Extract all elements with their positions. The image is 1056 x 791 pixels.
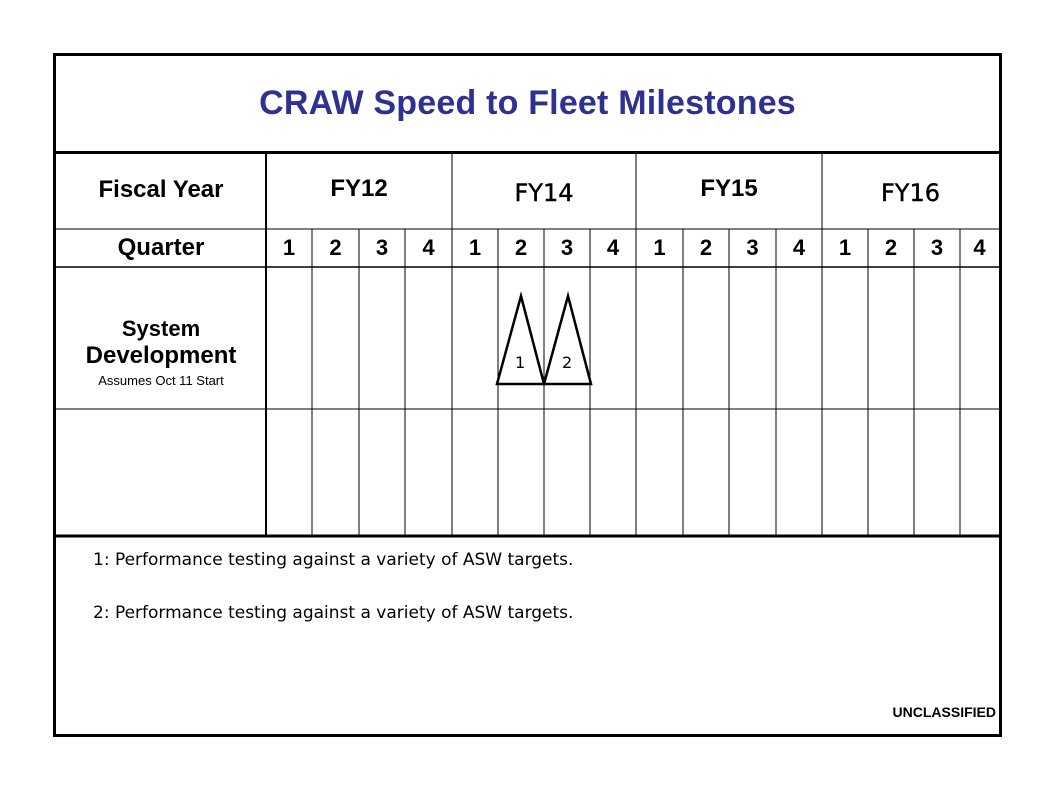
quarter-label: 1	[653, 235, 666, 260]
milestone-2-label: 2	[562, 353, 573, 372]
quarter-label: 1	[838, 235, 852, 260]
quarter-label: 2	[699, 235, 713, 260]
note-1: 1: Performance testing against a variety…	[93, 550, 574, 570]
quarter-label: 3	[930, 235, 944, 260]
milestone-1-label: 1	[515, 353, 526, 372]
fy12-label: FY12	[330, 175, 388, 202]
quarter-header: Quarter	[117, 234, 205, 261]
milestone-1-triangle-icon	[495, 291, 546, 386]
quarter-label: 2	[514, 235, 528, 260]
quarter-label: 2	[329, 235, 342, 260]
quarter-label: 3	[560, 235, 574, 260]
schedule-grid	[56, 151, 999, 538]
quarter-label: 4	[973, 235, 986, 260]
note-2: 2: Performance testing against a variety…	[93, 603, 574, 623]
quarter-label: 1	[282, 235, 296, 260]
fy16-label: FY16	[880, 179, 940, 207]
milestone-chart: CRAW Speed to Fleet Milestones Fiscal Ye…	[53, 53, 1002, 737]
row-label-note: Assumes Oct 11 Start	[98, 373, 224, 388]
quarter-label: 4	[792, 235, 806, 260]
quarter-label: 4	[422, 235, 435, 260]
quarter-label: 1	[468, 235, 482, 260]
quarter-label: 3	[375, 235, 389, 260]
quarter-label: 3	[746, 235, 759, 260]
quarter-label: 2	[884, 235, 898, 260]
quarter-lines	[311, 229, 961, 536]
quarter-label: 4	[606, 235, 620, 260]
system-development-label: System Development Assumes Oct 11 Start	[56, 301, 266, 406]
classification-marking: UNCLASSIFIED	[892, 704, 996, 720]
fy15-label: FY15	[700, 175, 758, 202]
row-label-line1: System	[121, 316, 201, 341]
fiscal-year-header: Fiscal Year	[98, 176, 224, 203]
milestone-2-triangle-icon	[542, 291, 593, 386]
row-label-line2: Development	[85, 342, 237, 369]
fy14-label: FY14	[514, 179, 574, 207]
chart-title: CRAW Speed to Fleet Milestones	[56, 56, 999, 154]
